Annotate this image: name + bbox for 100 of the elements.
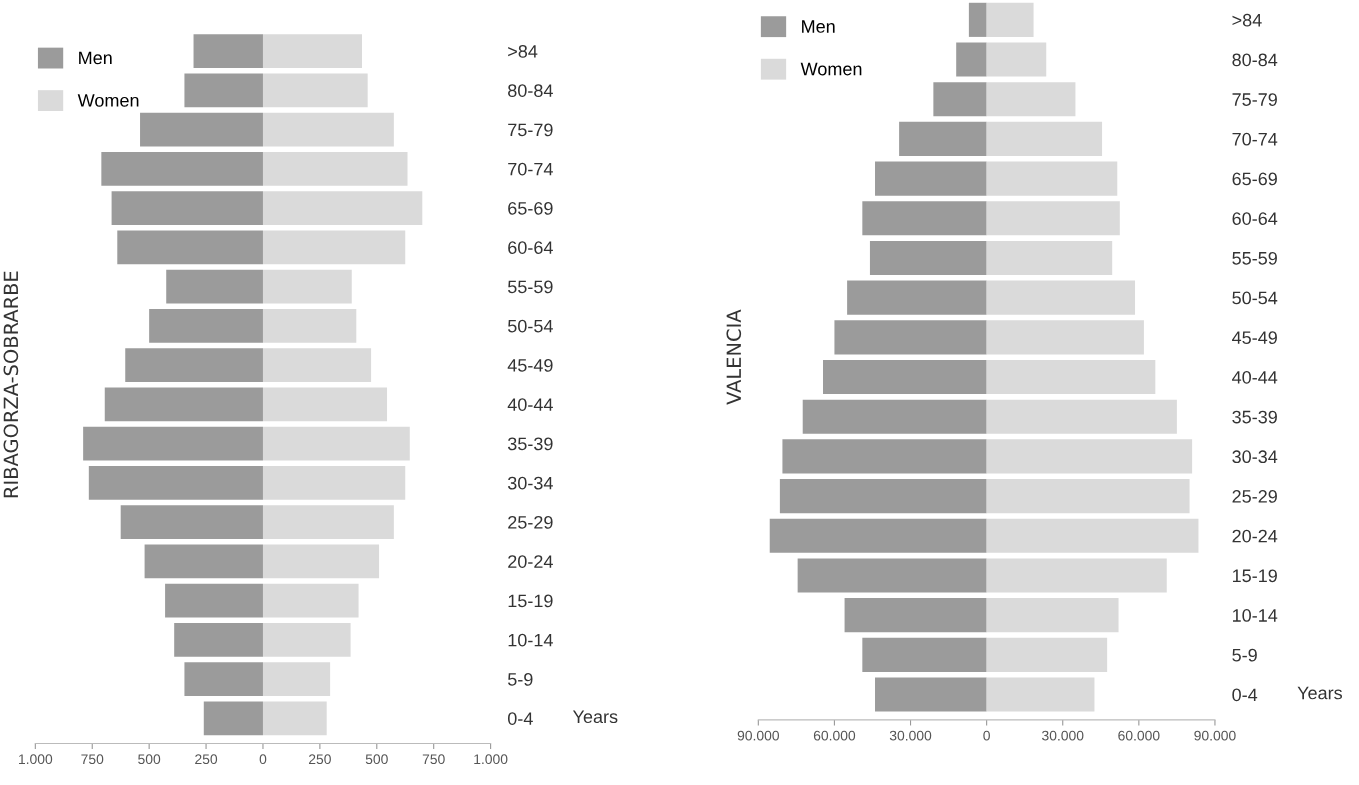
y-tick-label: 55-59	[1232, 251, 1277, 265]
bar	[262, 34, 362, 68]
legend-label: Men	[79, 51, 112, 65]
bar	[986, 320, 1144, 355]
bar	[262, 426, 410, 461]
y-tick-label: 80-84	[1232, 53, 1278, 67]
bar	[203, 701, 263, 736]
bar	[986, 2, 1034, 37]
y-tick-label: 20-24	[508, 555, 553, 568]
y-tick-label: 45-49	[1232, 331, 1277, 345]
y-tick-label: 75-79	[1232, 93, 1277, 106]
y-tick-label: 65-69	[1232, 172, 1277, 186]
bar	[779, 479, 987, 514]
bar	[262, 348, 372, 382]
bar	[104, 387, 263, 422]
legend-label: Men	[802, 20, 835, 33]
bar	[262, 701, 327, 736]
bar	[875, 677, 987, 712]
bar	[844, 598, 987, 633]
bar	[986, 518, 1199, 553]
bar	[986, 280, 1136, 315]
y-tick-label: 25-29	[508, 515, 553, 529]
legend-label: Women	[800, 62, 862, 76]
bar	[968, 2, 987, 37]
x-tick-label: 90.000	[1194, 730, 1236, 741]
y-tick-label: 30-34	[507, 476, 553, 490]
bar	[184, 73, 263, 108]
x-tick-label: 0	[259, 754, 267, 765]
x-tick-label: 60.000	[813, 730, 856, 741]
y-tick-label: 40-44	[507, 398, 553, 411]
bar	[117, 230, 263, 265]
bar	[797, 558, 987, 593]
y-tick-label: 75-79	[508, 123, 553, 137]
bar	[986, 161, 1118, 196]
bar	[834, 320, 987, 355]
bar	[875, 161, 987, 196]
y-tick-label: 5-9	[507, 672, 533, 686]
bar	[769, 518, 987, 553]
bar	[140, 112, 263, 147]
y-tick-label: 50-54	[507, 319, 553, 333]
bar	[262, 151, 408, 186]
y-tick-label: 65-69	[508, 201, 553, 215]
bar	[262, 73, 368, 108]
y-tick-label: 70-74	[508, 162, 553, 176]
bar	[184, 662, 263, 696]
bar	[986, 399, 1177, 434]
bar	[986, 479, 1190, 514]
x-tick-label: 60.000	[1118, 730, 1160, 741]
x-tick-label: 500	[138, 754, 161, 765]
y-tick-label: 0-4	[507, 712, 533, 725]
bar	[862, 201, 987, 236]
bar	[802, 399, 987, 434]
bar	[986, 677, 1095, 712]
bar	[986, 42, 1047, 77]
bar	[262, 505, 394, 539]
bar	[166, 269, 263, 304]
bar	[262, 583, 359, 618]
bar	[869, 240, 987, 276]
bar	[986, 240, 1113, 276]
bar	[262, 112, 394, 147]
bar	[986, 359, 1156, 395]
bar	[986, 82, 1076, 117]
y-tick-label: 80-84	[508, 84, 553, 97]
bar	[986, 439, 1193, 474]
bar	[165, 583, 263, 618]
bar	[262, 662, 331, 696]
y-tick-label: >84	[508, 44, 538, 58]
x-tick-label: 0	[983, 730, 990, 741]
bar	[120, 505, 263, 539]
bar	[262, 191, 423, 225]
x-tick-label: 750	[422, 754, 445, 765]
y-tick-label: 50-54	[1232, 291, 1278, 305]
y-tick-label: 40-44	[1232, 370, 1278, 384]
x-tick-label: 250	[308, 754, 331, 765]
y-tick-label: 60-64	[508, 241, 553, 254]
bar	[933, 82, 987, 117]
y-axis-title: RIBAGORZA-SOBRARBE	[3, 271, 19, 498]
y-tick-label: 0-4	[1232, 688, 1258, 702]
y-tick-label: 55-59	[507, 280, 553, 294]
y-tick-label: 5-9	[1232, 648, 1257, 662]
x-tick-label: 30.000	[1042, 730, 1084, 741]
bar	[956, 42, 987, 77]
bar	[101, 151, 263, 186]
bar	[174, 622, 263, 657]
bar	[986, 121, 1103, 156]
y-tick-label: 10-14	[1232, 609, 1278, 622]
bar	[83, 426, 263, 461]
x-tick-label: 500	[365, 754, 388, 765]
bar	[262, 622, 351, 657]
bar	[823, 359, 987, 395]
y-tick-label: >84	[1232, 13, 1262, 27]
x-tick-label: 750	[81, 754, 104, 765]
y-tick-label: 45-49	[507, 358, 553, 372]
bar	[262, 544, 380, 579]
bar	[262, 308, 357, 343]
bar	[193, 34, 263, 68]
bar	[149, 308, 263, 343]
bar	[262, 465, 406, 500]
text: Years	[572, 710, 618, 724]
bar	[847, 280, 987, 315]
